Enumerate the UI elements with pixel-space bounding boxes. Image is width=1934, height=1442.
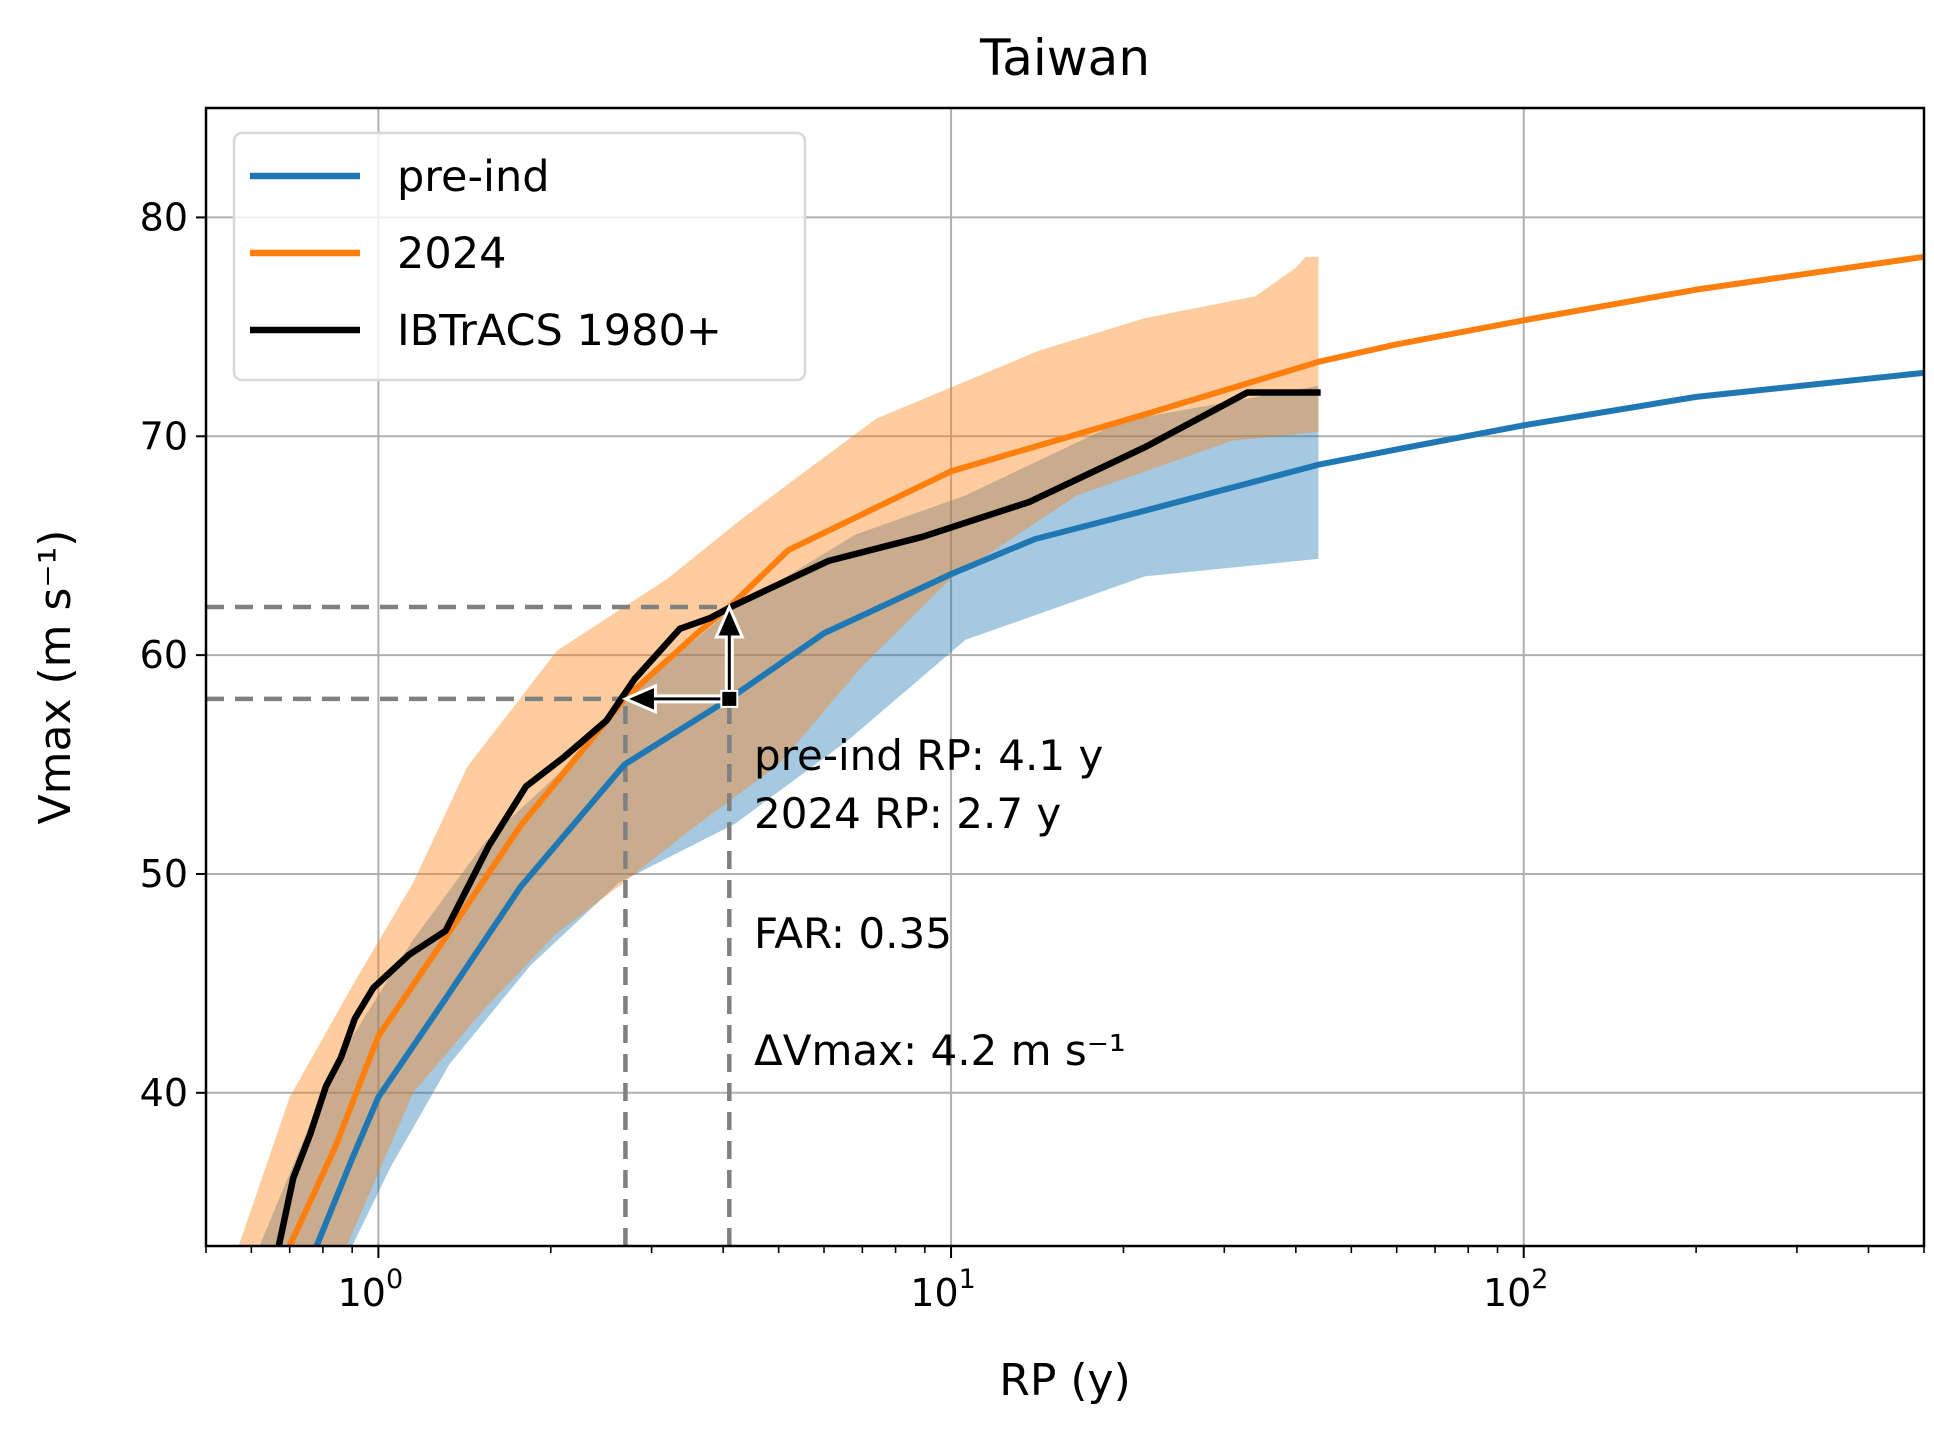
x-tick-base: 10 — [338, 1271, 386, 1315]
band-pre-ind — [259, 385, 1319, 1246]
annotation-text: pre-ind RP: 4.1 y 2024 RP: 2.7 y FAR: 0.35… — [754, 731, 1126, 1075]
x-tick-base: 10 — [1483, 1271, 1531, 1315]
rp-arrows — [621, 603, 745, 715]
y-tick-label: 50 — [140, 852, 188, 896]
x-axis-label: RP (y) — [999, 1355, 1130, 1406]
arrow-up-icon — [714, 603, 745, 701]
band-2024 — [238, 256, 1319, 1246]
annotation-line: FAR: 0.35 — [754, 909, 952, 958]
y-tick-label: 80 — [140, 195, 188, 239]
legend: pre-ind 2024 IBTrACS 1980+ — [232, 131, 807, 382]
x-tick-exponent: 1 — [959, 1264, 976, 1295]
arrow-left-icon — [621, 683, 731, 715]
x-tick-label: 100 — [338, 1264, 404, 1315]
series-lines — [275, 253, 1924, 1246]
series-line-2024 — [286, 253, 1924, 1246]
rp-marker — [720, 689, 739, 708]
series-line-pre-ind — [313, 369, 1924, 1246]
y-axis-label: Vmax (m s⁻¹) — [30, 530, 81, 825]
x-tick-exponent: 0 — [386, 1264, 403, 1295]
x-tick-label: 101 — [910, 1264, 976, 1315]
y-tick-label: 60 — [140, 633, 188, 677]
uncertainty-bands — [238, 256, 1319, 1246]
annotation-line: pre-ind RP: 4.1 y — [754, 731, 1103, 780]
legend-label: 2024 — [397, 229, 506, 279]
legend-box — [232, 131, 807, 382]
legend-label: IBTrACS 1980+ — [397, 306, 722, 356]
y-tick-label: 40 — [140, 1071, 188, 1115]
plot-frame — [204, 106, 1926, 1248]
x-tick-exponent: 2 — [1531, 1264, 1548, 1295]
y-tick-label: 70 — [140, 414, 188, 458]
chart-title: Taiwan — [979, 29, 1150, 87]
annotation-line: ΔVmax: 4.2 m s⁻¹ — [754, 1026, 1126, 1075]
x-tick-label: 102 — [1483, 1264, 1549, 1315]
x-tick-base: 10 — [910, 1271, 958, 1315]
guide-lines — [206, 604, 732, 1246]
legend-label: pre-ind — [397, 152, 550, 202]
series-line-ibtracs-1980- — [275, 389, 1321, 1246]
annotation-line: 2024 RP: 2.7 y — [754, 789, 1061, 838]
